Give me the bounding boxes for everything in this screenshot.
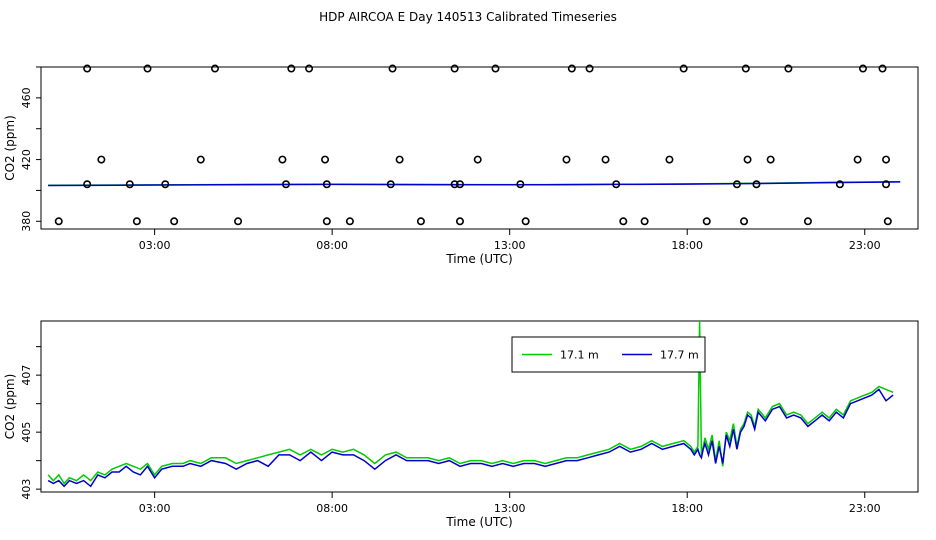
cal-point-2-2: [125, 180, 134, 189]
cal-point-0-2: [210, 64, 219, 73]
cal-point-1-10: [766, 155, 775, 164]
y-tick-label-0-2: 460: [20, 87, 33, 108]
plot-frame-1: [40, 320, 919, 493]
cal-point-3-9: [619, 217, 628, 226]
legend-label-1: 17.7 m: [660, 349, 699, 362]
cal-point-1-5: [473, 155, 482, 164]
x-tick-label-0-0: 03:00: [139, 239, 171, 252]
cal-point-3-7: [455, 217, 464, 226]
cal-point-2-8: [516, 180, 525, 189]
cal-point-3-10: [640, 217, 649, 226]
cal-point-3-5: [345, 217, 354, 226]
y-axis-label-0: CO2 (ppm): [3, 115, 17, 181]
cal-point-2-0: [83, 180, 92, 189]
x-axis-label-0: Time (UTC): [445, 252, 512, 266]
cal-point-3-2: [170, 217, 179, 226]
cal-point-0-0: [83, 64, 92, 73]
x-tick-label-0-1: 08:00: [316, 239, 348, 252]
cal-point-1-3: [321, 155, 330, 164]
cal-point-3-12: [740, 217, 749, 226]
cal-point-2-11: [752, 180, 761, 189]
cal-point-0-13: [858, 64, 867, 73]
y-tick-label-0-1: 420: [20, 149, 33, 170]
cal-point-0-12: [784, 64, 793, 73]
cal-point-0-7: [491, 64, 500, 73]
x-tick-label-1-2: 13:00: [494, 502, 526, 515]
cal-point-3-4: [322, 217, 331, 226]
cal-point-2-5: [386, 180, 395, 189]
series-line-0-1: [48, 181, 901, 187]
series-line-1-1: [47, 388, 894, 488]
cal-point-3-6: [416, 217, 425, 226]
cal-point-3-1: [132, 217, 141, 226]
cal-point-3-14: [883, 217, 892, 226]
cal-point-0-8: [567, 64, 576, 73]
cal-point-3-3: [234, 217, 243, 226]
cal-point-0-10: [679, 64, 688, 73]
cal-point-0-11: [741, 64, 750, 73]
cal-point-1-11: [853, 155, 862, 164]
cal-point-0-4: [305, 64, 314, 73]
cal-point-1-8: [665, 155, 674, 164]
cal-point-3-8: [521, 217, 530, 226]
cal-point-2-1: [161, 180, 170, 189]
x-tick-label-0-3: 18:00: [671, 239, 703, 252]
cal-point-1-12: [882, 155, 891, 164]
plot-frame-0: [40, 66, 919, 230]
x-axis-label-1: Time (UTC): [445, 515, 512, 529]
cal-point-1-0: [97, 155, 106, 164]
cal-point-3-0: [54, 217, 63, 226]
cal-point-1-4: [395, 155, 404, 164]
cal-point-2-12: [835, 180, 844, 189]
y-tick-label-1-2: 407: [20, 365, 33, 386]
cal-point-0-14: [878, 64, 887, 73]
cal-point-1-1: [196, 155, 205, 164]
cal-point-0-9: [585, 64, 594, 73]
cal-point-0-3: [287, 64, 296, 73]
series-line-1-0: [47, 320, 894, 485]
cal-point-0-5: [388, 64, 397, 73]
chart-title: HDP AIRCOA E Day 140513 Calibrated Times…: [319, 10, 617, 24]
cal-point-2-4: [322, 180, 331, 189]
cal-point-2-7: [455, 180, 464, 189]
cal-point-2-13: [882, 180, 891, 189]
cal-point-2-6: [450, 180, 459, 189]
x-tick-label-1-4: 23:00: [849, 502, 881, 515]
cal-point-2-10: [732, 180, 741, 189]
cal-point-1-9: [743, 155, 752, 164]
y-tick-label-0-0: 380: [20, 211, 33, 232]
x-tick-label-1-1: 08:00: [316, 502, 348, 515]
x-tick-label-0-2: 13:00: [494, 239, 526, 252]
cal-point-1-7: [601, 155, 610, 164]
x-tick-label-0-4: 23:00: [849, 239, 881, 252]
x-tick-label-1-3: 18:00: [671, 502, 703, 515]
legend-label-0: 17.1 m: [560, 349, 599, 362]
cal-point-3-13: [803, 217, 812, 226]
y-tick-label-1-0: 403: [20, 479, 33, 500]
cal-point-3-11: [702, 217, 711, 226]
cal-point-1-6: [562, 155, 571, 164]
cal-point-0-1: [143, 64, 152, 73]
cal-point-0-6: [450, 64, 459, 73]
y-axis-label-1: CO2 (ppm): [3, 374, 17, 440]
x-tick-label-1-0: 03:00: [139, 502, 171, 515]
cal-point-2-3: [281, 180, 290, 189]
cal-point-2-9: [612, 180, 621, 189]
cal-point-1-2: [278, 155, 287, 164]
y-tick-label-1-1: 405: [20, 422, 33, 443]
